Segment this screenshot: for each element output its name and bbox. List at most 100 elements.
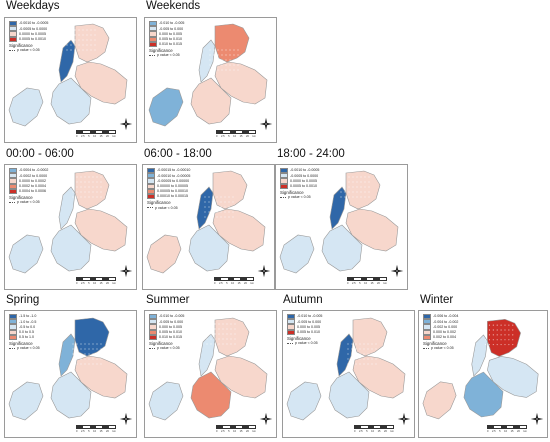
significance-dot xyxy=(218,338,220,340)
pvalue-item: p value < 0.05 xyxy=(9,48,48,52)
legend-swatch xyxy=(9,324,17,330)
significance-dot xyxy=(504,339,506,341)
significance-heading: Significance xyxy=(149,340,173,346)
legend-swatch xyxy=(9,173,17,179)
scale-label: 5 xyxy=(88,134,90,138)
significance-dot xyxy=(500,334,502,336)
legend-swatch xyxy=(147,183,155,189)
scale-label: 5 xyxy=(226,281,228,285)
significance-dot xyxy=(86,44,88,46)
significance-dot xyxy=(222,333,224,335)
title-spring: Spring xyxy=(6,294,40,306)
borough-map xyxy=(279,170,399,274)
significance-dot xyxy=(232,196,234,198)
significance-dot xyxy=(218,333,220,335)
significance-dot xyxy=(367,353,369,355)
significance-dot xyxy=(363,358,365,360)
legend-item: 0.010 to 0.015 xyxy=(149,334,184,340)
legend-label: 0.0 to 0.5 xyxy=(19,329,34,334)
legend-label: -0.006 to -0.004 xyxy=(433,314,459,319)
legend-swatch xyxy=(147,188,155,194)
borough-bronx xyxy=(487,318,521,357)
significance-heading: Significance xyxy=(9,194,33,200)
significance-dot xyxy=(233,49,235,51)
legend-item: 0.005 to 0.010 xyxy=(287,329,322,335)
significance-dot xyxy=(80,176,82,178)
significance-dot xyxy=(66,29,68,31)
significance-dot xyxy=(78,29,80,31)
scale-label: 20 xyxy=(377,281,380,285)
title-day: 06:00 - 18:00 xyxy=(144,148,212,160)
significance-dot xyxy=(217,64,219,66)
legend-swatch xyxy=(9,329,17,335)
significance-dot xyxy=(232,206,234,208)
significance-dot xyxy=(340,186,342,188)
legend-label: -0.0002 to 0.0000 xyxy=(19,173,48,178)
legend-label: -0.010 to -0.005 xyxy=(297,314,323,319)
significance-dot xyxy=(355,343,357,345)
scale-label: 15 xyxy=(99,134,103,138)
significance-dot xyxy=(347,343,349,345)
significance-dot xyxy=(218,343,220,345)
north-arrow-icon xyxy=(397,412,411,426)
significance-dot xyxy=(94,44,96,46)
significance-dot xyxy=(224,206,226,208)
scale-label: km xyxy=(383,281,387,285)
dotted-swatch xyxy=(280,196,286,198)
significance-dot xyxy=(356,176,358,178)
significance-dot xyxy=(90,34,92,36)
significance-dot xyxy=(204,196,206,198)
significance-dot xyxy=(214,343,216,345)
north-arrow-icon xyxy=(119,412,133,426)
significance-dot xyxy=(72,343,74,345)
title-summer: Summer xyxy=(146,294,190,306)
significance-dot xyxy=(70,29,72,31)
significance-dot xyxy=(492,324,494,326)
significance-dot xyxy=(364,181,366,183)
significance-dot xyxy=(214,328,216,330)
significance-dot xyxy=(224,216,226,218)
borough-brooklyn xyxy=(50,77,92,125)
significance-dot xyxy=(100,181,102,183)
significance-dot xyxy=(225,64,227,66)
legend-swatch xyxy=(9,178,17,184)
legend-item: 0.010 to 0.015 xyxy=(149,41,184,47)
pvalue-label: p value < 0.05 xyxy=(157,346,180,351)
significance-dot xyxy=(94,39,96,41)
significance-dot xyxy=(96,176,98,178)
significance-dot xyxy=(216,206,218,208)
significance-dot xyxy=(352,186,354,188)
legend-item: -0.0004 to -0.0002 xyxy=(9,168,48,174)
significance-dot xyxy=(508,329,510,331)
significance-dot xyxy=(76,358,78,360)
scale-label: km xyxy=(112,429,116,433)
legend-swatch xyxy=(147,168,155,174)
significance-dot xyxy=(360,176,362,178)
title-weekends: Weekends xyxy=(146,0,201,12)
significance-dot xyxy=(84,191,86,193)
map-panel-winter: -0.006 to -0.004 -0.004 to -0.002 -0.002 t… xyxy=(418,310,548,438)
significance-dot xyxy=(488,329,490,331)
scale-label: 0 xyxy=(354,429,356,433)
legend-label: 0.0002 to 0.0004 xyxy=(19,183,46,188)
borough-manhattan xyxy=(58,39,76,83)
significance-dot xyxy=(368,176,370,178)
significance-dot xyxy=(233,64,235,66)
borough-brooklyn xyxy=(188,224,230,272)
significance-dot xyxy=(88,348,90,350)
significance-dot xyxy=(66,39,68,41)
legend-item: 0.0000 to 0.0005 xyxy=(9,31,48,37)
legend-item: -0.5 to 0.0 xyxy=(9,324,40,330)
scale-bar: 0 2.5 5 10 15 20 km xyxy=(76,425,116,433)
legend-item: -0.010 to -0.005 xyxy=(149,21,184,27)
north-arrow-icon xyxy=(259,412,273,426)
significance-dot xyxy=(96,363,98,365)
scale-label: 2.5 xyxy=(221,429,225,433)
significance-dot xyxy=(217,54,219,56)
significance-dot xyxy=(76,186,78,188)
significance-dot xyxy=(230,323,232,325)
borough-brooklyn xyxy=(321,224,363,272)
legend-swatch xyxy=(423,319,431,325)
significance-dot xyxy=(96,353,98,355)
borough-staten xyxy=(279,234,315,274)
